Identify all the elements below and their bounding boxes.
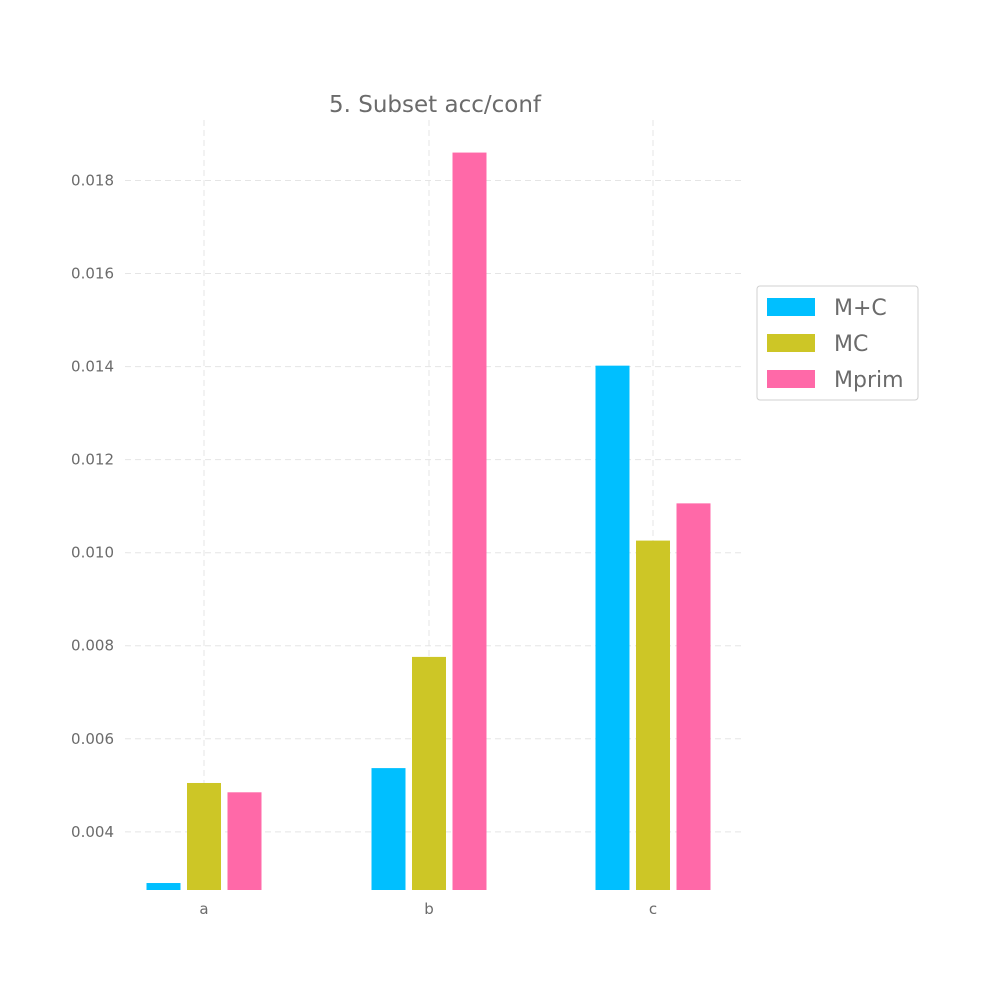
axis-ticks: 0.004 0.006 0.008 0.010 0.012 0.014 0.016 0.018… bbox=[71, 171, 657, 918]
legend-label: M+C bbox=[834, 296, 887, 321]
y-tick-label: 0.010 bbox=[71, 544, 114, 562]
legend-label: Mprim bbox=[834, 368, 904, 393]
bar-m-c-b bbox=[371, 768, 406, 890]
bars bbox=[146, 152, 711, 890]
x-tick-label: c bbox=[649, 900, 657, 918]
bar-m-c-c bbox=[595, 365, 630, 890]
bar-mprim-b bbox=[452, 152, 487, 890]
x-tick-label: a bbox=[199, 900, 208, 918]
y-tick-label: 0.004 bbox=[71, 823, 114, 841]
legend-swatch bbox=[767, 298, 815, 316]
legend-label: MC bbox=[834, 332, 868, 357]
legend-swatch bbox=[767, 334, 815, 352]
bar-mc-a bbox=[187, 782, 221, 890]
bar-m-c-a bbox=[146, 883, 181, 890]
y-tick-label: 0.008 bbox=[71, 637, 114, 655]
y-tick-label: 0.006 bbox=[71, 730, 114, 748]
y-tick-label: 0.014 bbox=[71, 358, 114, 376]
bar-mprim-c bbox=[676, 503, 711, 890]
legend: M+C MC Mprim bbox=[756, 285, 919, 401]
y-tick-label: 0.018 bbox=[71, 171, 114, 189]
chart-title: 5. Subset acc/conf bbox=[329, 92, 542, 118]
y-tick-label: 0.012 bbox=[71, 451, 114, 469]
legend-swatch bbox=[767, 370, 815, 388]
legend-items: M+C MC Mprim bbox=[767, 296, 904, 393]
x-tick-label: b bbox=[424, 900, 434, 918]
bar-mc-b bbox=[412, 656, 446, 890]
bar-mc-c bbox=[636, 540, 670, 890]
y-tick-label: 0.016 bbox=[71, 265, 114, 283]
bar-mprim-a bbox=[227, 792, 262, 890]
